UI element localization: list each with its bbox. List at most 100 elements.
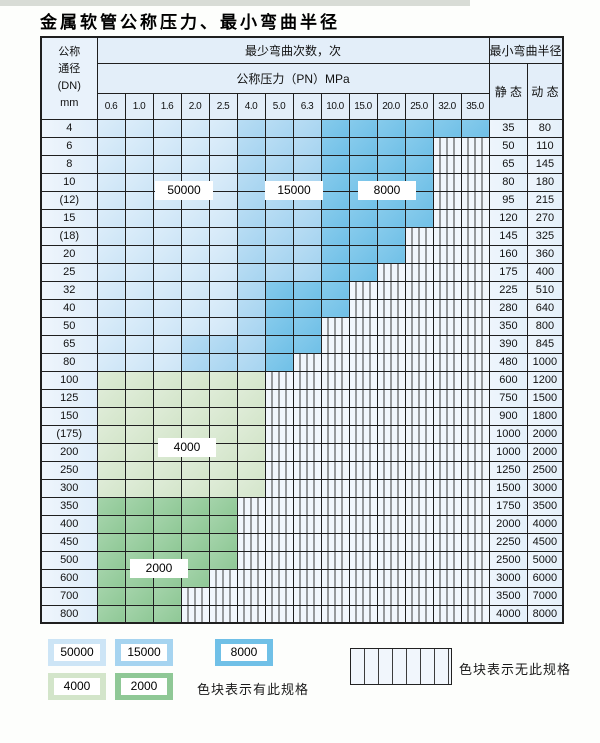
- spec-cell: [124, 334, 154, 354]
- spec-cell: [124, 442, 154, 462]
- page-title: 金属软管公称压力、最小弯曲半径: [40, 13, 340, 33]
- static-radius-cell: 900: [488, 406, 529, 426]
- spec-cell: [376, 154, 406, 174]
- no-spec-cell: [292, 370, 322, 390]
- spec-cell: [152, 262, 182, 282]
- no-spec-cell: [404, 280, 434, 300]
- dynamic-radius-cell: 7000: [527, 586, 564, 606]
- spec-cell: [152, 118, 182, 138]
- static-radius-cell: 4000: [488, 604, 529, 624]
- spec-cell: [152, 586, 182, 606]
- spec-cell: [152, 460, 182, 480]
- no-spec-cell: [320, 316, 350, 336]
- static-radius-cell: 1000: [488, 424, 529, 444]
- spec-cell: [180, 406, 210, 426]
- bend-radius-header: 最小弯曲半径: [488, 36, 564, 64]
- no-spec-cell: [236, 514, 266, 534]
- no-spec-cell: [320, 586, 350, 606]
- dn-cell: 800: [40, 604, 98, 624]
- spec-cell: [180, 316, 210, 336]
- spec-cell: [208, 190, 238, 210]
- no-spec-cell: [376, 262, 406, 282]
- spec-cell: [96, 298, 126, 318]
- legend-swatch-4000-label: 4000: [54, 678, 100, 695]
- dynamic-radius-cell: 2000: [527, 442, 564, 462]
- dynamic-radius-cell: 2000: [527, 424, 564, 444]
- spec-cell: [124, 388, 154, 408]
- no-spec-cell: [292, 460, 322, 480]
- no-spec-cell: [264, 460, 294, 480]
- spec-cell: [208, 154, 238, 174]
- no-spec-cell: [320, 424, 350, 444]
- spec-cell: [124, 514, 154, 534]
- dn-cell: 500: [40, 550, 98, 570]
- static-radius-cell: 600: [488, 370, 529, 390]
- spec-cell: [236, 136, 266, 156]
- no-spec-cell: [460, 442, 490, 462]
- spec-cell: [320, 208, 350, 228]
- static-radius-cell: 1250: [488, 460, 529, 480]
- no-spec-cell: [292, 568, 322, 588]
- dn-cell: 6: [40, 136, 98, 156]
- spec-cell: [208, 136, 238, 156]
- table-row: 40 280 640: [40, 298, 564, 318]
- spec-cell: [152, 388, 182, 408]
- spec-cell: [320, 154, 350, 174]
- legend-swatch-8000-label: 8000: [221, 644, 267, 661]
- no-spec-cell: [292, 388, 322, 408]
- spec-cell: [348, 154, 378, 174]
- dn-cell: 250: [40, 460, 98, 480]
- dn-cell: 350: [40, 496, 98, 516]
- no-spec-cell: [348, 280, 378, 300]
- no-spec-cell: [432, 244, 462, 264]
- spec-cell: [208, 532, 238, 552]
- no-spec-cell: [348, 370, 378, 390]
- spec-cell: [180, 460, 210, 480]
- no-spec-cell: [264, 604, 294, 624]
- no-spec-cell: [348, 604, 378, 624]
- spec-cell: [96, 280, 126, 300]
- static-radius-cell: 1750: [488, 496, 529, 516]
- no-spec-cell: [292, 604, 322, 624]
- no-spec-cell: [376, 496, 406, 516]
- spec-cell: [208, 334, 238, 354]
- spec-cell: [152, 352, 182, 372]
- spec-cell: [348, 118, 378, 138]
- spec-cell: [180, 154, 210, 174]
- no-spec-cell: [432, 370, 462, 390]
- dynamic-radius-cell: 800: [527, 316, 564, 336]
- no-spec-cell: [320, 406, 350, 426]
- no-spec-cell: [432, 604, 462, 624]
- spec-cell: [236, 298, 266, 318]
- no-spec-cell: [404, 586, 434, 606]
- spec-cell: [96, 172, 126, 192]
- no-spec-cell: [460, 460, 490, 480]
- spec-cell: [152, 496, 182, 516]
- no-spec-cell: [460, 406, 490, 426]
- legend-swatch-50000: 50000: [48, 639, 106, 666]
- spec-cell: [236, 442, 266, 462]
- pressure-value: 25.0: [404, 92, 434, 120]
- spec-cell: [236, 172, 266, 192]
- spec-cell: [208, 478, 238, 498]
- spec-cell: [180, 334, 210, 354]
- static-radius-cell: 225: [488, 280, 529, 300]
- spec-cell: [96, 208, 126, 228]
- no-spec-cell: [432, 190, 462, 210]
- static-radius-cell: 120: [488, 208, 529, 228]
- no-spec-cell: [348, 442, 378, 462]
- spec-cell: [96, 568, 126, 588]
- spec-cell: [236, 280, 266, 300]
- spec-cell: [348, 226, 378, 246]
- no-spec-cell: [348, 532, 378, 552]
- dynamic-radius-cell: 6000: [527, 568, 564, 588]
- spec-cell: [208, 388, 238, 408]
- dynamic-radius-cell: 2500: [527, 460, 564, 480]
- spec-cell: [96, 190, 126, 210]
- dn-cell: (175): [40, 424, 98, 444]
- spec-cell: [124, 604, 154, 624]
- spec-cell: [264, 208, 294, 228]
- no-spec-cell: [432, 442, 462, 462]
- spec-cell: [96, 370, 126, 390]
- pressure-value: 20.0: [376, 92, 406, 120]
